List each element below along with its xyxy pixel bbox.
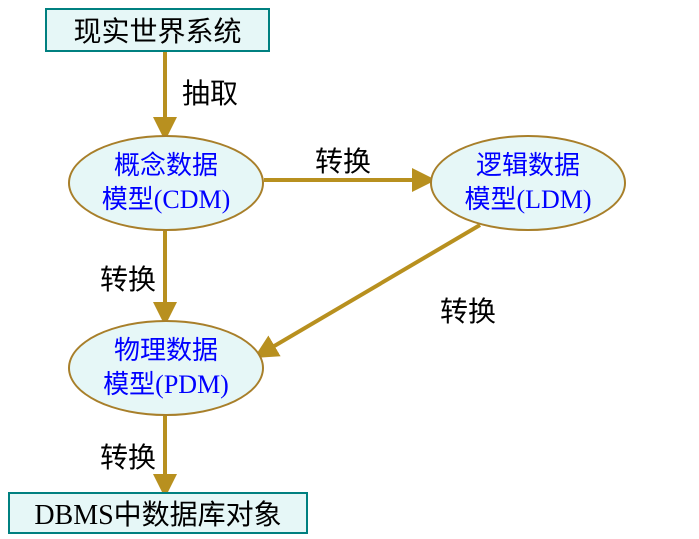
node-real-world-label: 现实世界系统 [73,10,241,50]
edge-label-cdm-ldm: 转换 [315,140,371,180]
node-dbms-label: DBMS中数据库对象 [34,493,281,533]
edge-label-cdm-pdm: 转换 [100,258,156,298]
node-cdm-line2: 模型(CDM) [102,183,231,217]
node-pdm-line1: 物理数据 [114,334,218,368]
node-real-world: 现实世界系统 [45,8,270,52]
node-cdm: 概念数据 模型(CDM) [68,135,264,231]
edge-label-pdm-dbms: 转换 [100,436,156,476]
edge-label-ldm-pdm: 转换 [440,290,496,330]
node-ldm: 逻辑数据 模型(LDM) [430,135,626,231]
node-pdm: 物理数据 模型(PDM) [68,320,264,416]
node-ldm-line1: 逻辑数据 [476,149,580,183]
node-dbms: DBMS中数据库对象 [8,492,308,534]
node-pdm-line2: 模型(PDM) [103,368,229,402]
node-cdm-line1: 概念数据 [114,149,218,183]
edge-label-extract: 抽取 [182,72,238,112]
node-ldm-line2: 模型(LDM) [464,183,591,217]
